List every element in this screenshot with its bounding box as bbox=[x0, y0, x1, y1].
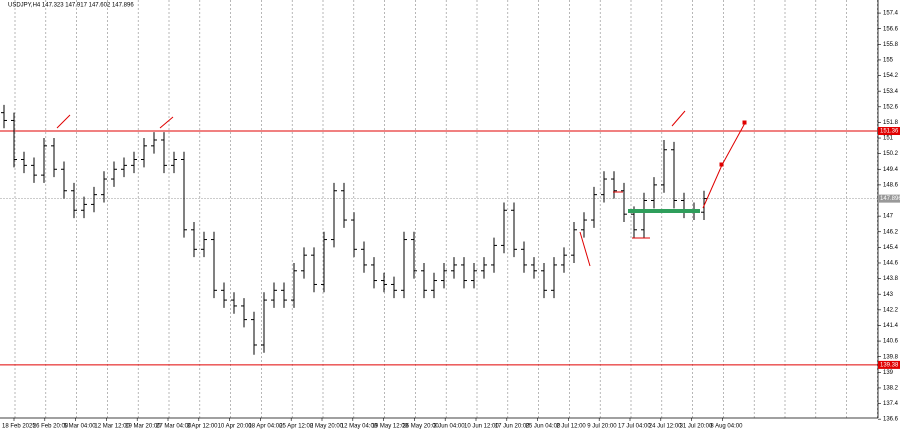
y-tick-label: 138.2 bbox=[883, 386, 899, 392]
y-tick-label: 150.2 bbox=[883, 151, 899, 157]
drawing-line bbox=[159, 116, 174, 129]
y-tick-label: 142.2 bbox=[883, 307, 899, 313]
x-tick-label: 12 May 04:00 bbox=[341, 424, 378, 430]
x-tick-label: 10 Apr 20:00 bbox=[218, 424, 253, 430]
price-label: 139.38 bbox=[880, 362, 899, 368]
x-tick-label: 27 Mar 04:00 bbox=[156, 424, 192, 430]
y-tick-label: 152.6 bbox=[883, 104, 899, 110]
axes: 136.6 137.4 138.2 139 139.8 140.6 141.4 142.2 14… bbox=[2, 11, 900, 430]
drawing-line bbox=[671, 110, 686, 127]
y-tick-label: 144.6 bbox=[883, 261, 899, 267]
x-tick-label: 2 May 20:00 bbox=[310, 424, 344, 430]
x-tick-label: 26 May 20:00 bbox=[402, 424, 439, 430]
x-tick-label: 3 Jun 04:00 bbox=[433, 424, 465, 430]
x-tick-label: 26 Feb 20:00 bbox=[33, 424, 69, 430]
x-tick-label: 9 Jul 20:00 bbox=[587, 424, 617, 430]
forecast-point bbox=[742, 120, 747, 125]
y-tick-label: 145.4 bbox=[883, 245, 899, 251]
y-tick-label: 157.4 bbox=[883, 11, 899, 17]
x-tick-label: 24 Jul 12:00 bbox=[649, 424, 682, 430]
y-tick-label: 155.8 bbox=[883, 42, 899, 48]
y-tick-label: 148.6 bbox=[883, 182, 899, 188]
x-tick-label: 25 Jun 04:00 bbox=[526, 424, 561, 430]
zone bbox=[628, 209, 700, 213]
price-label: 147.896 bbox=[880, 196, 900, 202]
y-tick-label: 156.6 bbox=[883, 26, 899, 32]
y-tick-label: 146.2 bbox=[883, 229, 899, 235]
y-tick-label: 155 bbox=[883, 58, 894, 64]
forecast-point bbox=[719, 162, 724, 167]
y-tick-label: 154.2 bbox=[883, 73, 899, 79]
x-tick-label: 2 Jul 12:00 bbox=[556, 424, 586, 430]
x-tick-label: 18 Apr 04:00 bbox=[248, 424, 283, 430]
x-tick-label: 25 Apr 12:00 bbox=[279, 424, 314, 430]
x-tick-label: 8 Aug 04:00 bbox=[710, 424, 743, 430]
y-tick-label: 139.8 bbox=[883, 354, 899, 360]
y-tick-label: 149.4 bbox=[883, 167, 899, 173]
x-tick-label: 17 Jun 20:00 bbox=[495, 424, 530, 430]
grid bbox=[14, 0, 878, 418]
drawings bbox=[56, 110, 747, 267]
y-tick-label: 143 bbox=[883, 292, 894, 298]
x-tick-label: 10 Jun 12:00 bbox=[464, 424, 499, 430]
y-tick-label: 151 bbox=[883, 136, 894, 142]
x-tick-label: 19 May 12:00 bbox=[372, 424, 409, 430]
price-label: 151.36 bbox=[880, 129, 899, 135]
price-label-bg bbox=[878, 360, 900, 369]
y-tick-label: 151.8 bbox=[883, 120, 899, 126]
y-tick-label: 136.6 bbox=[883, 417, 899, 423]
x-tick-label: 19 Mar 20:00 bbox=[125, 424, 161, 430]
price-label-bg bbox=[878, 194, 900, 203]
y-tick-label: 153.4 bbox=[883, 89, 899, 95]
y-tick-label: 143.8 bbox=[883, 276, 899, 282]
y-tick-label: 147 bbox=[883, 214, 894, 220]
y-tick-label: 139 bbox=[883, 370, 894, 376]
price-label-bg bbox=[878, 127, 900, 136]
drawing-line bbox=[579, 231, 591, 267]
x-tick-label: 5 Mar 04:00 bbox=[64, 424, 97, 430]
chart-title: USDJPY,H4 147.323 147.917 147.602 147.89… bbox=[8, 3, 134, 9]
x-tick-label: 18 Feb 2025 bbox=[2, 424, 36, 430]
x-tick-label: 31 Jul 20:00 bbox=[680, 424, 713, 430]
y-tick-label: 140.6 bbox=[883, 339, 899, 345]
x-tick-label: 17 Jul 04:00 bbox=[618, 424, 651, 430]
x-tick-label: 3 Apr 12:00 bbox=[187, 424, 218, 430]
y-tick-label: 137.4 bbox=[883, 401, 899, 407]
drawing-line bbox=[56, 114, 71, 129]
y-tick-label: 141.4 bbox=[883, 323, 899, 329]
x-tick-label: 12 Mar 12:00 bbox=[94, 424, 130, 430]
